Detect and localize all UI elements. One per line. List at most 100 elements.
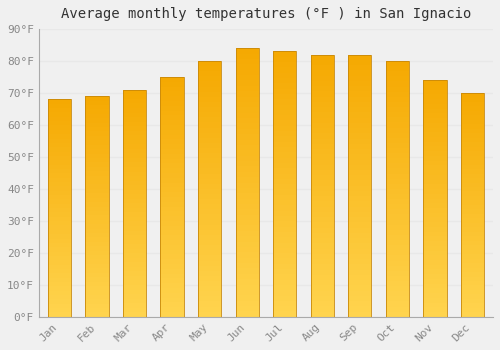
Bar [123, 167, 146, 172]
Bar [123, 244, 146, 249]
Bar [123, 280, 146, 285]
Bar [348, 243, 372, 248]
Bar [348, 191, 372, 196]
Bar [48, 313, 71, 317]
Bar [160, 144, 184, 149]
Bar [160, 250, 184, 254]
Bar [461, 124, 484, 129]
Bar [198, 245, 222, 250]
Bar [160, 206, 184, 211]
Bar [160, 120, 184, 125]
Bar [461, 102, 484, 106]
Bar [48, 186, 71, 191]
Bar [461, 290, 484, 294]
Bar [386, 312, 409, 317]
Bar [48, 260, 71, 265]
Bar [310, 86, 334, 91]
Bar [86, 237, 108, 242]
Bar [461, 151, 484, 156]
Bar [86, 96, 108, 100]
Bar [461, 223, 484, 227]
Bar [310, 149, 334, 154]
Bar [348, 70, 372, 76]
Bar [236, 274, 259, 279]
Bar [310, 139, 334, 144]
Bar [273, 89, 296, 94]
Bar [123, 149, 146, 153]
Bar [423, 184, 446, 189]
Bar [348, 212, 372, 217]
Bar [123, 194, 146, 199]
Bar [48, 99, 71, 104]
Bar [123, 312, 146, 317]
Bar [160, 279, 184, 283]
Bar [423, 274, 446, 279]
Bar [123, 308, 146, 312]
Bar [423, 99, 446, 104]
Bar [198, 194, 222, 199]
Bar [423, 198, 446, 203]
Bar [461, 299, 484, 303]
Bar [273, 51, 296, 57]
Bar [273, 280, 296, 285]
Bar [236, 241, 259, 247]
Bar [461, 236, 484, 241]
Bar [461, 142, 484, 147]
Bar [86, 255, 108, 259]
Bar [236, 80, 259, 86]
Bar [348, 217, 372, 222]
Bar [461, 133, 484, 138]
Bar [236, 252, 259, 258]
Bar [310, 181, 334, 186]
Bar [310, 55, 334, 317]
Bar [386, 215, 409, 219]
Bar [348, 165, 372, 170]
Bar [48, 191, 71, 195]
Bar [160, 130, 184, 134]
Bar [123, 135, 146, 140]
Bar [198, 92, 222, 97]
Bar [310, 290, 334, 296]
Bar [236, 268, 259, 274]
Bar [423, 80, 446, 85]
Bar [273, 126, 296, 131]
Bar [310, 254, 334, 259]
Bar [160, 101, 184, 106]
Bar [461, 241, 484, 245]
Bar [310, 128, 334, 133]
Bar [348, 170, 372, 175]
Bar [348, 149, 372, 154]
Bar [160, 202, 184, 206]
Bar [198, 250, 222, 256]
Bar [198, 307, 222, 312]
Bar [386, 184, 409, 189]
Bar [160, 235, 184, 240]
Bar [86, 308, 108, 313]
Bar [310, 186, 334, 191]
Bar [86, 154, 108, 158]
Bar [198, 184, 222, 189]
Bar [348, 60, 372, 65]
Bar [86, 122, 108, 127]
Bar [160, 240, 184, 245]
Bar [236, 54, 259, 59]
Title: Average monthly temperatures (°F ) in San Ignacio: Average monthly temperatures (°F ) in Sa… [60, 7, 471, 21]
Bar [386, 225, 409, 230]
Bar [160, 182, 184, 187]
Bar [348, 275, 372, 280]
Bar [198, 61, 222, 317]
Bar [48, 278, 71, 282]
Bar [273, 205, 296, 211]
Bar [123, 185, 146, 190]
Bar [86, 180, 108, 184]
Bar [236, 247, 259, 252]
Bar [423, 260, 446, 265]
Bar [423, 118, 446, 123]
Bar [423, 123, 446, 127]
Bar [348, 55, 372, 60]
Bar [160, 154, 184, 159]
Bar [386, 82, 409, 86]
Bar [160, 149, 184, 154]
Bar [86, 299, 108, 303]
Bar [461, 232, 484, 236]
